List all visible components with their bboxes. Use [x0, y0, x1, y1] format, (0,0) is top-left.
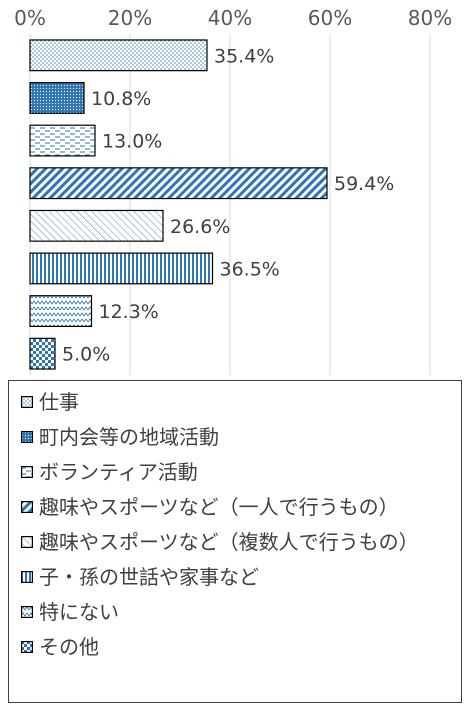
x-tick-label: 20% — [108, 6, 152, 30]
legend-swatch — [21, 606, 33, 618]
legend-item: ボランティア活動 — [21, 457, 453, 488]
legend-label: 仕事 — [39, 390, 79, 414]
legend-label: 特にない — [39, 600, 119, 624]
legend-item: 仕事 — [21, 387, 453, 418]
bar — [29, 337, 56, 370]
bar — [29, 39, 208, 72]
bar — [29, 124, 96, 157]
legend-swatch — [21, 466, 33, 478]
legend-swatch — [21, 571, 33, 583]
data-label: 5.0% — [62, 344, 110, 366]
bar — [29, 209, 164, 242]
x-tick-label: 0% — [14, 6, 46, 30]
legend-item: 特にない — [21, 597, 453, 628]
data-label: 12.3% — [99, 301, 159, 323]
legend-item: 町内会等の地域活動 — [21, 422, 453, 453]
legend-label: 趣味やスポーツなど（複数人で行うもの） — [39, 530, 419, 554]
legend-swatch — [21, 396, 33, 408]
legend-item: 趣味やスポーツなど（複数人で行うもの） — [21, 527, 453, 558]
legend-swatch — [21, 536, 33, 548]
legend-swatch — [21, 431, 33, 443]
x-tick-label: 80% — [408, 6, 452, 30]
data-label: 10.8% — [91, 88, 151, 110]
legend-label: 子・孫の世話や家事など — [39, 565, 259, 589]
bar — [29, 167, 328, 200]
legend-swatch — [21, 501, 33, 513]
x-tick-label: 60% — [308, 6, 352, 30]
data-label: 26.6% — [170, 216, 230, 238]
legend-label: 趣味やスポーツなど（一人で行うもの） — [39, 495, 399, 519]
legend-item: その他 — [21, 632, 453, 663]
bar — [29, 295, 93, 328]
x-tick-label: 40% — [208, 6, 252, 30]
legend-label: その他 — [39, 635, 99, 659]
bar-chart: 0% 20% 40% 60% 80% 35.4% 10.8% 13.0% 59.4% 26.6%… — [14, 6, 452, 375]
data-label: 59.4% — [334, 173, 394, 195]
bar — [29, 81, 85, 114]
bar — [29, 252, 214, 285]
legend: 仕事町内会等の地域活動 ボランティア活動趣味やスポーツなど（一人で行うもの） 趣味や… — [8, 380, 462, 703]
legend-label: ボランティア活動 — [39, 460, 198, 484]
data-label: 35.4% — [214, 45, 274, 67]
legend-item: 子・孫の世話や家事など — [21, 562, 453, 593]
legend-item: 趣味やスポーツなど（一人で行うもの） — [21, 492, 453, 523]
data-label: 13.0% — [102, 131, 162, 153]
legend-label: 町内会等の地域活動 — [39, 425, 219, 449]
data-label: 36.5% — [220, 258, 280, 280]
legend-swatch — [21, 641, 33, 653]
